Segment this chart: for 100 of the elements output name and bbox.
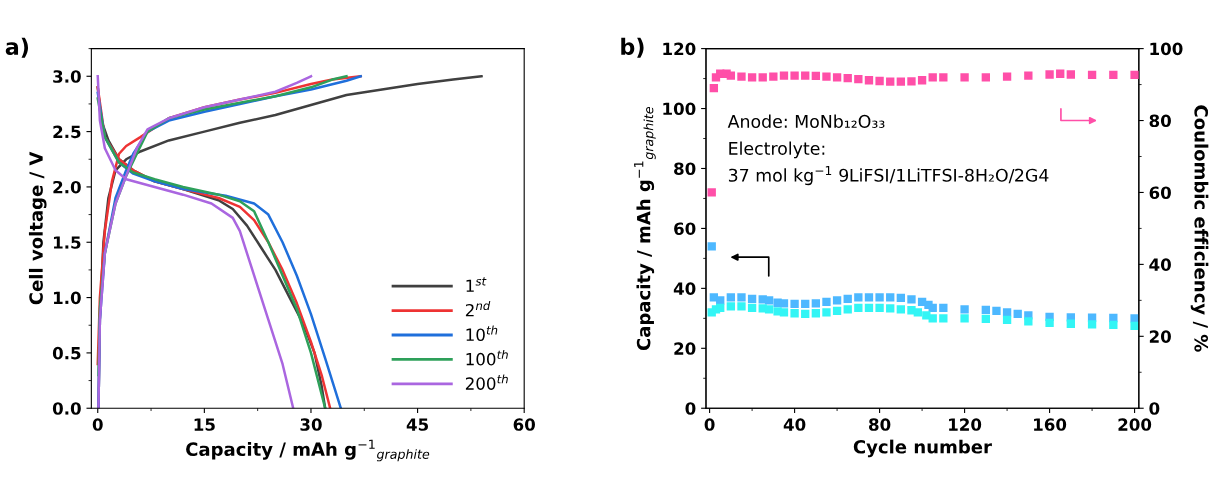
point bbox=[875, 293, 884, 302]
point bbox=[960, 305, 969, 314]
point bbox=[1024, 71, 1033, 80]
point bbox=[1002, 72, 1012, 81]
point bbox=[1109, 70, 1118, 80]
point bbox=[896, 77, 906, 86]
y2-tick-label: 80 bbox=[1149, 114, 1171, 128]
point bbox=[981, 73, 990, 82]
x-tick-label: 0 bbox=[92, 418, 103, 431]
point bbox=[928, 303, 937, 313]
point bbox=[1066, 70, 1075, 79]
point bbox=[886, 293, 895, 302]
point bbox=[1024, 317, 1033, 326]
point bbox=[843, 73, 852, 83]
point bbox=[758, 73, 767, 82]
y-tick-label: 1.5 bbox=[53, 236, 81, 249]
y-tick-label: 80 bbox=[674, 162, 696, 176]
x-tick-label: 160 bbox=[1034, 418, 1067, 431]
point bbox=[726, 302, 736, 311]
y-tick-label: 2.0 bbox=[53, 180, 81, 194]
point bbox=[790, 71, 799, 80]
y2-tick-label: 60 bbox=[1149, 186, 1171, 200]
point bbox=[864, 303, 874, 313]
point bbox=[822, 297, 831, 307]
point bbox=[779, 299, 789, 308]
point bbox=[801, 299, 810, 309]
point bbox=[747, 294, 757, 304]
legend-label: 10$^{th}$ bbox=[466, 325, 498, 341]
point bbox=[1045, 318, 1054, 327]
point bbox=[779, 71, 789, 80]
y2-tick-label: 40 bbox=[1149, 258, 1171, 271]
y-tick-label: 3.0 bbox=[53, 70, 81, 83]
point bbox=[981, 305, 990, 315]
point bbox=[726, 293, 736, 302]
point bbox=[811, 309, 821, 318]
y2-tick-label: 0 bbox=[1149, 402, 1160, 415]
point bbox=[992, 306, 1001, 315]
point bbox=[764, 296, 774, 305]
point bbox=[1087, 70, 1097, 80]
point bbox=[1002, 315, 1012, 324]
point bbox=[801, 71, 810, 80]
x-tick-label: 120 bbox=[949, 418, 982, 431]
x-tick-label: 60 bbox=[513, 418, 535, 431]
y-tick-label: 0 bbox=[685, 402, 696, 415]
point bbox=[747, 73, 757, 82]
point bbox=[1087, 320, 1097, 329]
point bbox=[747, 303, 757, 313]
point bbox=[960, 73, 969, 82]
y-tick-label: 60 bbox=[674, 222, 696, 235]
x-tick-label: 45 bbox=[406, 418, 429, 431]
point bbox=[928, 73, 937, 82]
point bbox=[707, 188, 716, 197]
point bbox=[1130, 70, 1139, 80]
y-tick-label: 20 bbox=[674, 342, 696, 355]
point bbox=[779, 308, 789, 317]
y2-tick-label: 20 bbox=[1149, 330, 1171, 343]
point bbox=[832, 296, 842, 305]
point bbox=[1045, 70, 1054, 79]
point bbox=[790, 299, 799, 309]
x-tick-label: 0 bbox=[704, 418, 715, 431]
point bbox=[811, 299, 821, 308]
y-tick-label: 0.5 bbox=[52, 346, 81, 360]
chart-title: a) bbox=[5, 37, 29, 58]
point bbox=[896, 293, 906, 303]
point bbox=[960, 314, 969, 323]
point bbox=[843, 294, 852, 304]
point bbox=[907, 295, 916, 304]
point bbox=[864, 76, 874, 85]
point bbox=[832, 73, 842, 82]
point bbox=[896, 305, 906, 314]
legend-label: 2$^{nd}$ bbox=[465, 301, 491, 317]
y-tick-label: 100 bbox=[663, 102, 696, 116]
point bbox=[790, 309, 799, 318]
point bbox=[913, 308, 923, 317]
legend-label: 1$^{st}$ bbox=[466, 277, 487, 292]
point bbox=[1056, 69, 1065, 78]
x-tick-label: 40 bbox=[783, 418, 806, 431]
point bbox=[737, 302, 746, 311]
annotation: Anode: MoNb₁₂O₃₃ bbox=[727, 114, 885, 128]
point bbox=[832, 306, 842, 315]
point bbox=[1130, 321, 1139, 330]
point bbox=[854, 75, 863, 84]
x-tick-label: 80 bbox=[869, 418, 891, 431]
y-tick-label: 2.5 bbox=[53, 125, 81, 139]
point bbox=[764, 305, 774, 314]
annotation: 37 mol kg$^{−1}$ 9LiFSI/1LiTFSI-8H₂O/2G4 bbox=[728, 166, 1049, 186]
point bbox=[811, 71, 821, 81]
chart-title: b) bbox=[621, 37, 644, 58]
point bbox=[886, 304, 895, 313]
point bbox=[822, 72, 831, 81]
y2-tick-label: 100 bbox=[1150, 42, 1183, 56]
point bbox=[822, 308, 831, 317]
point bbox=[907, 77, 916, 86]
x-tick-label: 15 bbox=[194, 418, 215, 431]
point bbox=[737, 293, 746, 302]
point bbox=[917, 76, 927, 85]
y-tick-label: 40 bbox=[673, 282, 696, 295]
x-axis-title: Cycle number bbox=[853, 439, 992, 458]
y-axis-title: Capacity / mAh g$^{−1}$$_{graphite}$ bbox=[634, 107, 656, 351]
point bbox=[726, 71, 736, 80]
